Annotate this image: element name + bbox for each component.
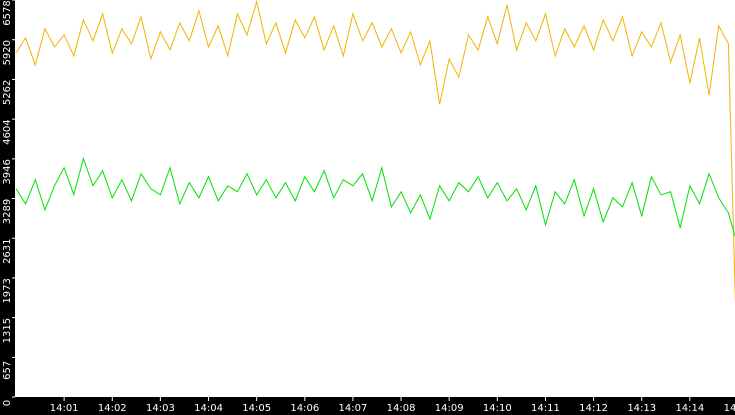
x-tick-label: 14:12 xyxy=(579,403,608,414)
y-tick-label: 1973 xyxy=(2,278,13,303)
series-line xyxy=(15,0,735,306)
x-tick-label: 14:02 xyxy=(98,403,127,414)
series-line xyxy=(15,156,735,238)
x-tick-label: 14:07 xyxy=(339,403,368,414)
x-tick-label: 14:04 xyxy=(194,403,223,414)
y-tick-label: 2631 xyxy=(2,238,13,263)
x-tick-label: 14:03 xyxy=(146,403,175,414)
y-tick-label: 3946 xyxy=(2,159,13,184)
y-tick-label: 4604 xyxy=(2,119,13,144)
x-axis-strip xyxy=(0,397,735,415)
x-tick-label: 14:06 xyxy=(290,403,319,414)
x-tick-label: 14:10 xyxy=(483,403,512,414)
y-tick-label: 657 xyxy=(2,361,13,380)
x-tick-label: 14:08 xyxy=(387,403,416,414)
x-tick-label: 14:15 xyxy=(724,403,735,414)
x-tick-label: 14:01 xyxy=(50,403,79,414)
x-tick-label: 14:05 xyxy=(242,403,271,414)
x-tick-label: 14:13 xyxy=(627,403,656,414)
y-tick-label: 3289 xyxy=(2,199,13,224)
y-tick-label: 5262 xyxy=(2,80,13,105)
x-tick-label: 14:09 xyxy=(435,403,464,414)
y-tick-label: 0 xyxy=(2,400,13,406)
y-tick-label: 6578 xyxy=(2,0,13,25)
y-tick-label: 1315 xyxy=(2,318,13,343)
y-tick-label: 5920 xyxy=(2,40,13,65)
x-tick-label: 14:11 xyxy=(531,403,560,414)
x-tick-label: 14:14 xyxy=(675,403,704,414)
y-axis-strip xyxy=(0,0,15,415)
